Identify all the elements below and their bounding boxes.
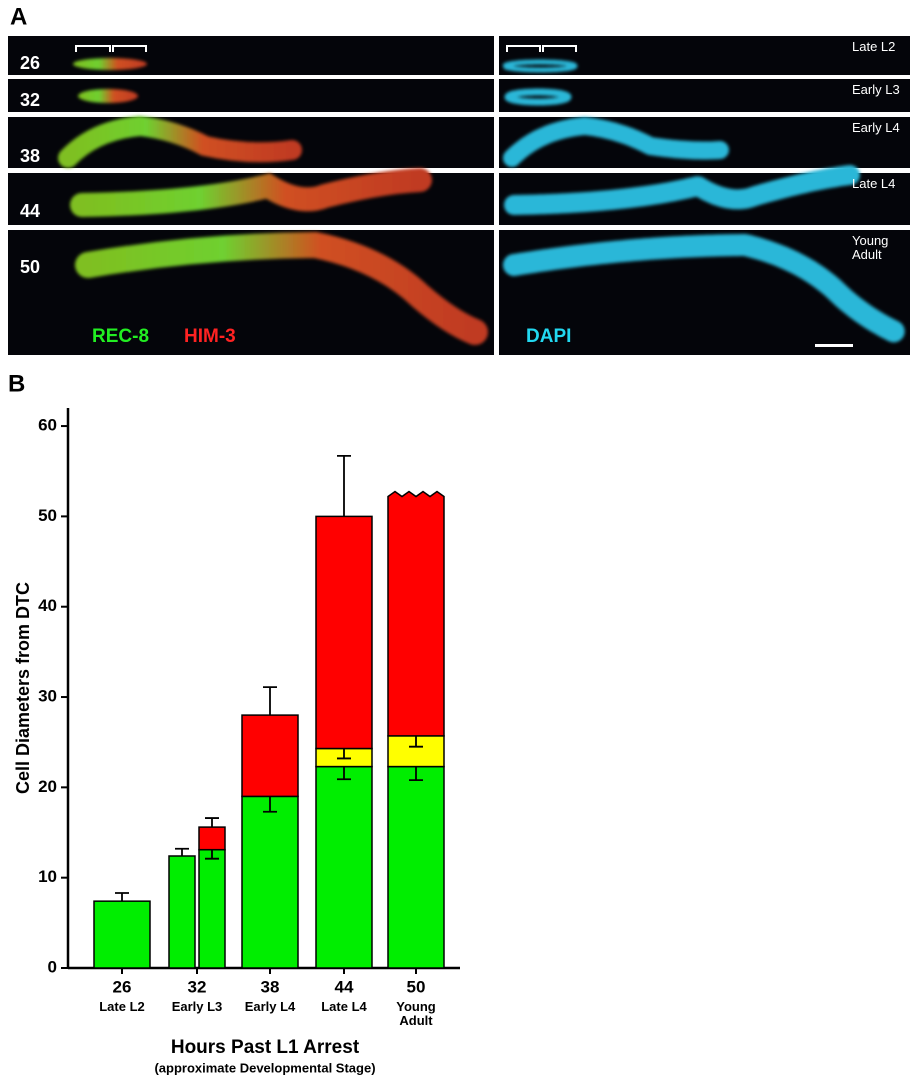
x-tick-label: 32 [188, 977, 207, 996]
y-tick-label: 0 [48, 957, 57, 976]
x-axis-title: Hours Past L1 Arrest [171, 1037, 360, 1058]
bar-segment [241, 714, 299, 798]
row-separators [8, 75, 910, 230]
row-stage: Late L2 [852, 39, 896, 54]
bar-segment [198, 848, 226, 969]
row-hours: 50 [20, 257, 40, 277]
y-tick-label: 40 [38, 596, 57, 615]
y-tick-label: 10 [38, 867, 57, 886]
row-hours: 44 [20, 201, 40, 221]
x-tick-label: 26 [113, 977, 132, 996]
bar-segment [387, 765, 445, 969]
micrographs: REC-8 HIM-3 DAPI [8, 36, 910, 355]
bar-segment [315, 765, 373, 969]
x-tick-label: 38 [261, 977, 280, 996]
bar-segment [198, 826, 226, 851]
y-tick-label: 20 [38, 777, 57, 796]
bar-segment [93, 900, 151, 969]
y-tick-label: 30 [38, 687, 57, 706]
stain-label: REC-8 [92, 326, 149, 347]
x-tick-label: 44 [335, 977, 354, 996]
brackets [75, 45, 577, 52]
error-bar [205, 817, 219, 828]
row-hours: 32 [20, 90, 40, 110]
panel-label: B [8, 370, 25, 397]
stain-label: HIM-3 [184, 326, 236, 347]
x-stage-label: Late L4 [321, 999, 367, 1014]
x-tick-label: 50 [407, 977, 426, 996]
panel-label: A [10, 3, 27, 30]
row-hours: 38 [20, 146, 40, 166]
bar-segment [387, 490, 445, 737]
row-stage: Early L4 [852, 120, 900, 135]
error-bar [263, 686, 277, 716]
x-stage-label: Young Adult [396, 999, 436, 1029]
row-stage: Early L3 [852, 82, 900, 97]
error-bar [337, 454, 351, 517]
bar-segment [315, 515, 373, 750]
gonads-rec8-him3 [58, 58, 488, 345]
y-tick-label: 50 [38, 506, 57, 525]
row-stage: Young Adult [852, 233, 889, 263]
x-stage-label: Early L3 [171, 999, 223, 1014]
row-hours: 26 [20, 53, 40, 73]
gonads-dapi [502, 59, 906, 343]
stain-label: DAPI [526, 326, 571, 347]
x-stage-label: Late L2 [99, 999, 145, 1014]
error-bar [175, 847, 189, 856]
row-stage: Late L4 [852, 176, 896, 191]
x-axis-subtitle: (approximate Developmental Stage) [154, 1060, 375, 1075]
y-axis-title: Cell Diameters from DTC [13, 582, 33, 794]
scale-bar [815, 344, 853, 347]
bar-segment [168, 855, 196, 969]
bar-segment [241, 795, 299, 969]
x-stage-label: Early L4 [244, 999, 296, 1014]
error-bar [115, 892, 129, 902]
y-tick-label: 60 [38, 416, 57, 435]
